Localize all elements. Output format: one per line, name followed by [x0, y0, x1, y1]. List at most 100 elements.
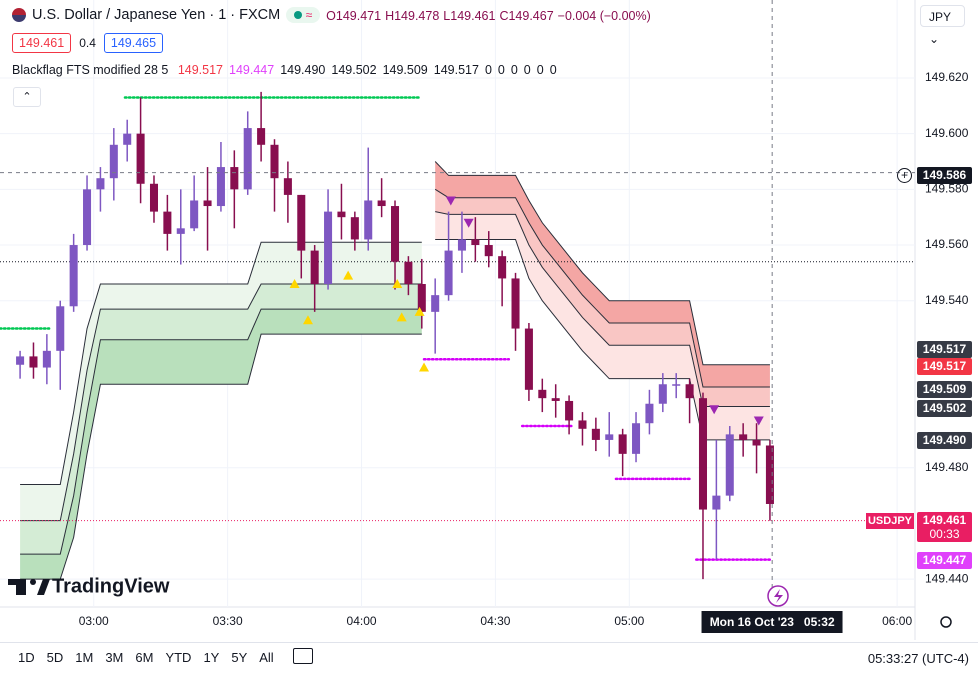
clock[interactable]: 05:33:27 (UTC-4)	[867, 651, 969, 666]
signal-up	[392, 279, 403, 289]
date-range-icon[interactable]	[293, 648, 313, 664]
status-pill[interactable]: ≈	[286, 7, 321, 23]
ohlc: O149.471 H149.478 L149.461 C149.467 −0.004 (…	[326, 7, 655, 23]
signal-up	[414, 306, 425, 316]
candle-body	[404, 261, 413, 285]
collapse-button[interactable]: ⌃	[13, 87, 41, 107]
candle-body	[149, 183, 159, 212]
candle-body	[524, 328, 533, 390]
indicator-value: 149.509	[382, 63, 428, 77]
bottom-bar: 1D 5D 1M 3M 6M YTD 1Y 5Y All 05:33:27 (UTC-4)	[0, 642, 978, 677]
band-line	[20, 308, 422, 555]
candle-body	[685, 384, 694, 399]
range-button[interactable]: 5D	[46, 650, 64, 665]
candle-body	[350, 217, 359, 240]
y-tick-label: 149.560	[925, 237, 969, 251]
range-button[interactable]: 6M	[135, 650, 154, 665]
signal-down	[445, 196, 456, 206]
band-fill	[20, 309, 422, 580]
indicator-value: 149.447	[229, 63, 275, 77]
range-button[interactable]: All	[259, 650, 274, 665]
candle-body	[698, 398, 708, 510]
symbol-label: USDJPY	[866, 513, 914, 529]
candle-body	[591, 428, 600, 440]
range-button[interactable]: 1D	[18, 650, 35, 665]
candle-body	[484, 245, 493, 257]
y-tick-label: 149.480	[925, 460, 969, 474]
plot	[0, 0, 915, 607]
ranges: 1D 5D 1M 3M 6M YTD 1Y 5Y All	[18, 650, 274, 665]
candle-body	[498, 256, 507, 279]
indicator-value: 149.517	[433, 63, 479, 77]
y-tick-label: 149.600	[925, 126, 969, 140]
add-alert[interactable]: +	[897, 168, 912, 183]
candle-body	[765, 445, 774, 504]
range-button[interactable]: 1Y	[203, 650, 220, 665]
indicator-value: 0	[510, 63, 518, 77]
crosshair-date: Mon 16 Oct '23	[709, 615, 794, 629]
signal-up	[289, 279, 300, 289]
candle-body	[672, 384, 681, 386]
symbol[interactable]: U.S. Dollar / Japanese Yen · 1 · FXCM	[32, 7, 281, 23]
crosshair-price-label: 149.586	[917, 167, 972, 184]
band-line	[20, 333, 422, 580]
y-tick-label: 149.540	[925, 293, 969, 307]
candle-body	[752, 439, 761, 446]
spread: 0.4	[79, 36, 96, 50]
candle-body	[457, 239, 466, 251]
range-button[interactable]: 5Y	[231, 650, 248, 665]
candle-body	[471, 239, 480, 246]
signal-down	[709, 405, 720, 415]
band-line	[434, 161, 770, 366]
candle-body	[417, 284, 426, 312]
range-button[interactable]: 1M	[75, 650, 94, 665]
candle-body	[444, 250, 453, 296]
bid[interactable]: 149.461	[12, 33, 72, 53]
price-label: 149.517	[917, 341, 972, 358]
trade-boxes: 149.461 0.4 149.465	[12, 33, 164, 53]
range-button[interactable]: YTD	[165, 650, 192, 665]
settings-icon[interactable]	[940, 616, 952, 628]
candle-body	[283, 178, 292, 195]
indicator-value: 0	[549, 63, 557, 77]
candle-body	[565, 400, 574, 421]
flag	[12, 8, 26, 22]
band-line	[20, 283, 422, 522]
candle-body	[270, 144, 279, 179]
ohlc-value: C149.467	[499, 9, 554, 23]
candle-body	[136, 133, 145, 184]
band-fill	[435, 161, 770, 388]
candle-body	[176, 228, 185, 234]
candle-body	[511, 278, 520, 329]
price-label: 149.490	[917, 432, 972, 449]
x-tick-label: 06:00	[882, 614, 912, 628]
y-tick-label: 149.620	[925, 70, 969, 84]
price-label: 149.447	[917, 552, 972, 569]
candle-body	[551, 398, 560, 401]
range-button[interactable]: 3M	[105, 650, 124, 665]
candle-body	[230, 167, 239, 190]
candle-body	[96, 178, 105, 190]
candle-body	[337, 211, 346, 218]
indicator-value: 0	[484, 63, 492, 77]
candle-body	[123, 133, 132, 145]
logo: TradingView	[8, 575, 170, 597]
x-tick-label: 04:30	[480, 614, 510, 628]
currency-button[interactable]: JPY ⌄	[920, 5, 965, 46]
candle-body	[56, 306, 65, 351]
crosshair-time-label: Mon 16 Oct '23 05:32	[701, 611, 843, 633]
candle-body	[297, 194, 306, 251]
ask[interactable]: 149.465	[103, 33, 164, 53]
indicator-value: 149.502	[331, 63, 377, 77]
indicator-name[interactable]: Blackflag FTS modified 28 5	[12, 63, 169, 77]
candle-body	[645, 403, 654, 424]
candle-body	[190, 200, 199, 229]
x-tick-label: 05:00	[614, 614, 644, 628]
candle-body	[16, 356, 25, 365]
price-label: 149.509	[917, 381, 972, 398]
signal-up	[302, 315, 313, 325]
candle-body	[216, 167, 225, 207]
last-price-label: 149.461 00:33	[917, 512, 972, 542]
ohlc-value: H149.478	[385, 9, 440, 23]
